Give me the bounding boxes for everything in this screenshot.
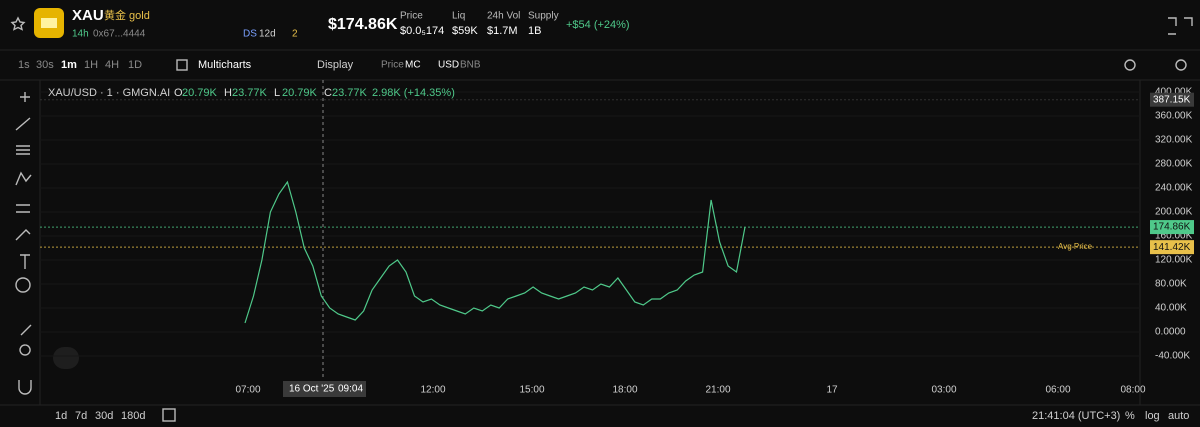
log[interactable]: log: [1145, 410, 1160, 422]
stat-label: Price: [400, 11, 423, 22]
x-tick-label: 18:00: [612, 385, 637, 396]
window-icons[interactable]: [1168, 17, 1193, 35]
token-name: 黄金 gold: [104, 8, 150, 22]
range[interactable]: 30d: [95, 410, 113, 422]
interval[interactable]: 30s: [36, 59, 54, 71]
marker-box: [1150, 92, 1194, 107]
age: 14h: [72, 29, 89, 40]
y-tick-label: -40.00K: [1155, 351, 1190, 362]
tv-logo: [53, 347, 79, 369]
display[interactable]: Display: [317, 59, 354, 71]
ohlc-key: C: [324, 87, 332, 99]
multicharts[interactable]: Multicharts: [198, 59, 252, 71]
mc-toggle[interactable]: MC: [405, 60, 421, 71]
crosshair-date: 16 Oct '25: [289, 384, 335, 395]
interval[interactable]: 1m: [61, 59, 77, 71]
token-logo-bar: [41, 18, 57, 28]
crosshair-time: 09:04: [338, 384, 363, 395]
ranges: 1d 7d 30d 180d: [55, 410, 145, 422]
avg-label: Avg Price: [1058, 242, 1093, 251]
x-tick-label: 03:00: [931, 385, 956, 396]
range[interactable]: 1d: [55, 410, 67, 422]
ohlc-change: 2.98K (+14.35%): [372, 87, 455, 99]
ohlc-value: 20.79K: [182, 87, 218, 99]
calendar-icon[interactable]: [162, 408, 176, 422]
stat-label: Liq: [452, 11, 465, 22]
ds-age: 12d: [259, 29, 276, 40]
ds: DS: [243, 29, 257, 40]
stat-label: 24h Vol: [487, 11, 520, 22]
x-tick-label: 08:00: [1120, 385, 1145, 396]
interval[interactable]: 1s: [18, 59, 30, 71]
marker-box: [1150, 220, 1194, 235]
legend: XAU/USD · 1 · GMGN.AI: [48, 87, 170, 99]
percent[interactable]: %: [1125, 410, 1135, 422]
badge: 2: [292, 29, 298, 40]
interval[interactable]: 1H: [84, 59, 98, 71]
marker-label: 387.15K: [1153, 94, 1191, 105]
y-tick-label: 120.00K: [1155, 255, 1193, 266]
y-tick-label: 0.0000: [1155, 327, 1186, 338]
interval[interactable]: 1D: [128, 59, 142, 71]
intervals: 1s 30s 1m 1H 4H 1D: [18, 59, 142, 71]
interval[interactable]: 4H: [105, 59, 119, 71]
stat-label: Supply: [528, 11, 559, 22]
y-tick-label: 40.00K: [1155, 303, 1187, 314]
x-tick-label: 17: [826, 385, 838, 396]
y-tick-label: 320.00K: [1155, 135, 1193, 146]
ohlc: O 20.79K H 23.77K L 20.79K C 23.77K 2.98K (+14.3…: [174, 87, 455, 99]
price-line: [244, 180, 746, 324]
marker-label: 174.86K: [1153, 222, 1191, 233]
settings-icon[interactable]: [1175, 59, 1187, 71]
symbol: XAU: [72, 7, 104, 24]
camera-icon[interactable]: [1124, 59, 1136, 71]
clock: 21:41:04 (UTC+3): [1032, 410, 1120, 422]
address[interactable]: 0x67...4444: [93, 29, 146, 40]
ohlc-key: L: [274, 87, 280, 99]
stat-value: $59K: [452, 25, 478, 37]
stat-value: $1.7M: [487, 25, 518, 37]
ohlc-value: 20.79K: [282, 87, 318, 99]
y-tick-label: 160.00K: [1155, 231, 1193, 242]
ohlc-key: O: [174, 87, 183, 99]
multicharts-icon[interactable]: [176, 59, 188, 71]
x-tick-label: 06:00: [1045, 385, 1070, 396]
stat-value: 1B: [528, 25, 541, 37]
stats: Price $0.0₅174 Liq $59K 24h Vol $1.7M Supply 1B: [400, 11, 559, 37]
chart: 400.00K 360.00K 320.00K 280.00K 240.00K 200.0…: [40, 80, 1194, 397]
x-tick-label: 15:00: [519, 385, 544, 396]
change: +$54 (+24%): [566, 19, 630, 31]
y-tick-label: 240.00K: [1155, 183, 1193, 194]
y-tick-label: 280.00K: [1155, 159, 1193, 170]
stat-value: $0.0₅174: [400, 25, 444, 37]
price-toggle[interactable]: Price: [381, 60, 404, 71]
bnb-toggle[interactable]: BNB: [460, 60, 481, 71]
crosshair-box: [283, 381, 366, 397]
x-tick-label: 12:00: [420, 385, 445, 396]
marker-label: 141.42K: [1153, 242, 1191, 253]
favorite-icon[interactable]: [10, 16, 26, 31]
auto[interactable]: auto: [1168, 410, 1189, 422]
marker-box: [1150, 240, 1194, 255]
market-cap: $174.86K: [328, 16, 398, 33]
range[interactable]: 180d: [121, 410, 145, 422]
ohlc-value: 23.77K: [332, 87, 368, 99]
y-tick-label: 80.00K: [1155, 279, 1187, 290]
ohlc-key: H: [224, 87, 232, 99]
y-tick-label: 400.00K: [1155, 87, 1193, 98]
x-tick-label: 21:00: [705, 385, 730, 396]
usd-toggle[interactable]: USD: [438, 60, 459, 71]
x-tick-label: 07:00: [235, 385, 260, 396]
range[interactable]: 7d: [75, 410, 87, 422]
y-tick-label: 360.00K: [1155, 111, 1193, 122]
emoji-tool[interactable]: [15, 277, 31, 293]
ohlc-value: 23.77K: [232, 87, 268, 99]
y-tick-label: 200.00K: [1155, 207, 1193, 218]
drawing-tools[interactable]: [15, 92, 32, 395]
